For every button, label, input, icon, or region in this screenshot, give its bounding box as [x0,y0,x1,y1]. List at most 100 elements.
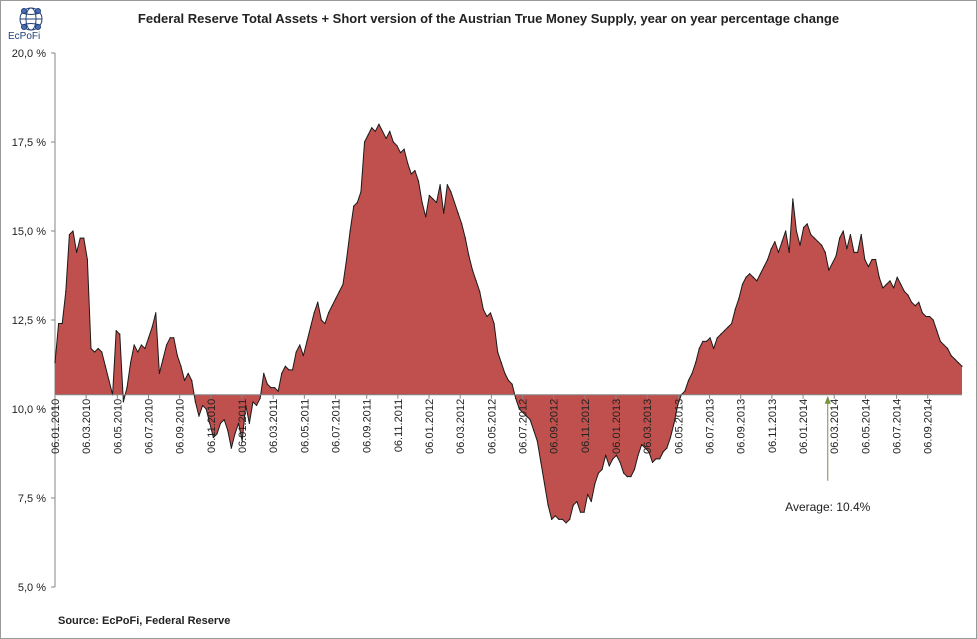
data-point [248,422,250,424]
data-point [432,198,434,200]
data-point [907,294,909,296]
data-point [759,273,762,275]
data-point [425,216,427,218]
data-point [511,383,513,385]
data-point [61,322,63,325]
x-tick-label: 06.07.2010 [144,399,156,454]
data-point [489,312,492,314]
data-point [428,194,430,196]
data-point [864,258,866,261]
data-point [630,476,632,478]
data-point [360,191,362,193]
data-point [180,365,182,367]
data-point [961,365,963,367]
data-point [407,162,409,164]
data-point [129,362,132,364]
data-point [403,148,405,150]
data-point [626,476,628,478]
y-tick-label: 20,0 % [12,48,46,60]
data-point [363,141,366,143]
data-point [540,461,542,463]
data-point [785,230,787,232]
data-point [93,351,96,353]
data-point [237,422,240,424]
data-point [893,287,895,289]
data-point [569,518,571,520]
data-point [162,358,164,360]
y-tick-label: 17,5 % [12,137,46,149]
data-point [126,387,128,389]
data-point [147,337,150,339]
x-tick-label: 06.03.2013 [642,399,654,454]
y-tick-label: 12,5 % [12,315,46,327]
logo [10,4,52,44]
data-point [824,251,826,253]
x-tick-label: 06.11.2012 [580,399,592,453]
data-point [731,322,733,325]
data-point [788,251,790,253]
data-point [655,458,657,460]
data-point [914,305,916,307]
data-point [151,326,153,328]
data-point [608,465,610,467]
data-point [414,169,416,172]
data-point [939,340,942,342]
data-point [497,351,499,353]
data-point [702,340,704,342]
data-point [295,351,297,353]
data-point [821,244,823,246]
globe-icon [19,7,43,31]
x-tick-label: 06.09.2014 [923,399,935,454]
data-point [435,201,438,204]
data-point [871,258,873,261]
x-tick-label: 06.05.2013 [673,399,685,454]
data-point [450,191,452,193]
data-point [615,454,618,456]
data-point [457,212,459,214]
data-point [849,233,852,236]
data-point [356,201,358,204]
x-tick-label: 06.09.2013 [736,399,748,454]
x-tick-label: 06.03.2010 [81,399,93,454]
data-point [475,280,477,282]
data-point [453,201,456,204]
data-point [507,379,510,382]
data-point [101,351,103,353]
data-point [389,130,391,132]
data-point [795,230,798,232]
data-point [327,312,330,314]
data-point [230,447,232,449]
data-point [324,322,326,325]
data-point [878,276,880,278]
data-point [792,198,794,200]
data-point [133,344,135,346]
data-point [882,287,884,289]
data-point [806,223,808,225]
x-tick-label: 06.11.2011 [393,399,405,452]
data-point [518,408,520,410]
data-point [345,258,348,261]
data-point [273,387,276,389]
data-point [335,298,337,300]
data-point [281,372,283,374]
data-point [810,233,812,236]
data-point [547,504,549,506]
data-point [799,244,801,246]
data-point [83,237,85,239]
data-point [515,397,517,399]
data-point [108,379,110,382]
data-point [525,415,528,417]
data-point [551,518,553,520]
x-tick-label: 06.01.2014 [798,399,810,454]
data-point [950,355,952,357]
data-point [263,372,265,374]
data-point [900,283,902,285]
data-point [410,173,412,175]
data-point [86,258,88,261]
data-point [201,404,204,407]
x-tick-label: 06.07.2013 [705,399,717,454]
y-axis: 5,0 % 7,5 % 10,0 % 12,5 % 15,0 % 17,5 % 20,0 % [12,48,56,594]
y-tick-label: 7,5 % [18,493,46,505]
data-point [705,340,708,342]
x-tick-label: 06.11.2010 [206,399,218,453]
